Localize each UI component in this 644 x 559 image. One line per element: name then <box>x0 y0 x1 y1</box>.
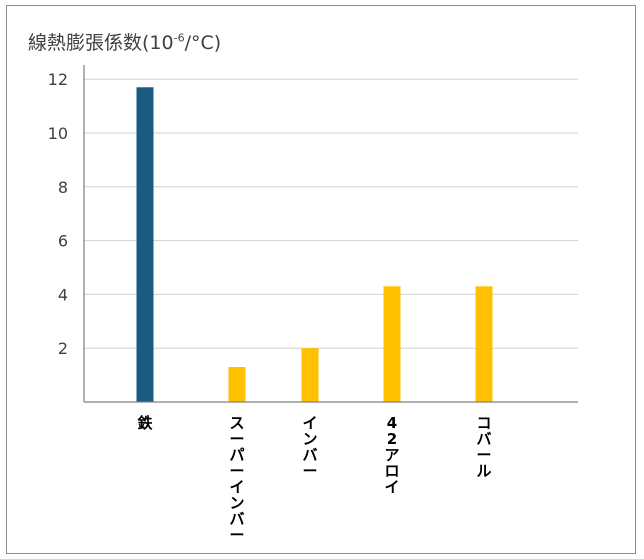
category-label-2: スーパーインバー <box>229 414 244 544</box>
bar-3 <box>301 348 319 402</box>
category-label-3: インバー <box>302 414 317 480</box>
category-label-1: 鉄 <box>137 414 152 432</box>
bar-5 <box>475 286 493 402</box>
bar-2 <box>228 367 246 402</box>
chart-title-main: 線熱膨張係数(10 <box>28 32 174 54</box>
grid-lines <box>84 78 578 349</box>
y-tick-label-4: 4 <box>58 285 68 304</box>
category-label-4: 4 2 アロイ <box>384 414 399 496</box>
y-tick-label-12: 12 <box>48 70 68 89</box>
chart-title-unit: /°C) <box>184 32 222 54</box>
chart-title-exponent: -6 <box>173 31 185 45</box>
y-tick-label-10: 10 <box>48 124 68 143</box>
y-tick-label-6: 6 <box>58 232 68 251</box>
chart-title: 線熱膨張係数(10-6/°C) <box>28 28 221 55</box>
category-labels: 鉄 スーパーインバー インバー 4 2 アロイ コバール <box>137 414 491 544</box>
chart-frame <box>6 5 636 554</box>
bars <box>136 87 493 403</box>
bar-4 <box>383 286 401 402</box>
category-label-5: コバール <box>476 414 491 480</box>
axes <box>83 65 578 403</box>
y-tick-label-2: 2 <box>58 339 68 358</box>
bar-1 <box>136 87 154 403</box>
y-tick-label-8: 8 <box>58 178 68 197</box>
y-tick-labels: 2 4 6 8 10 12 <box>48 70 68 358</box>
